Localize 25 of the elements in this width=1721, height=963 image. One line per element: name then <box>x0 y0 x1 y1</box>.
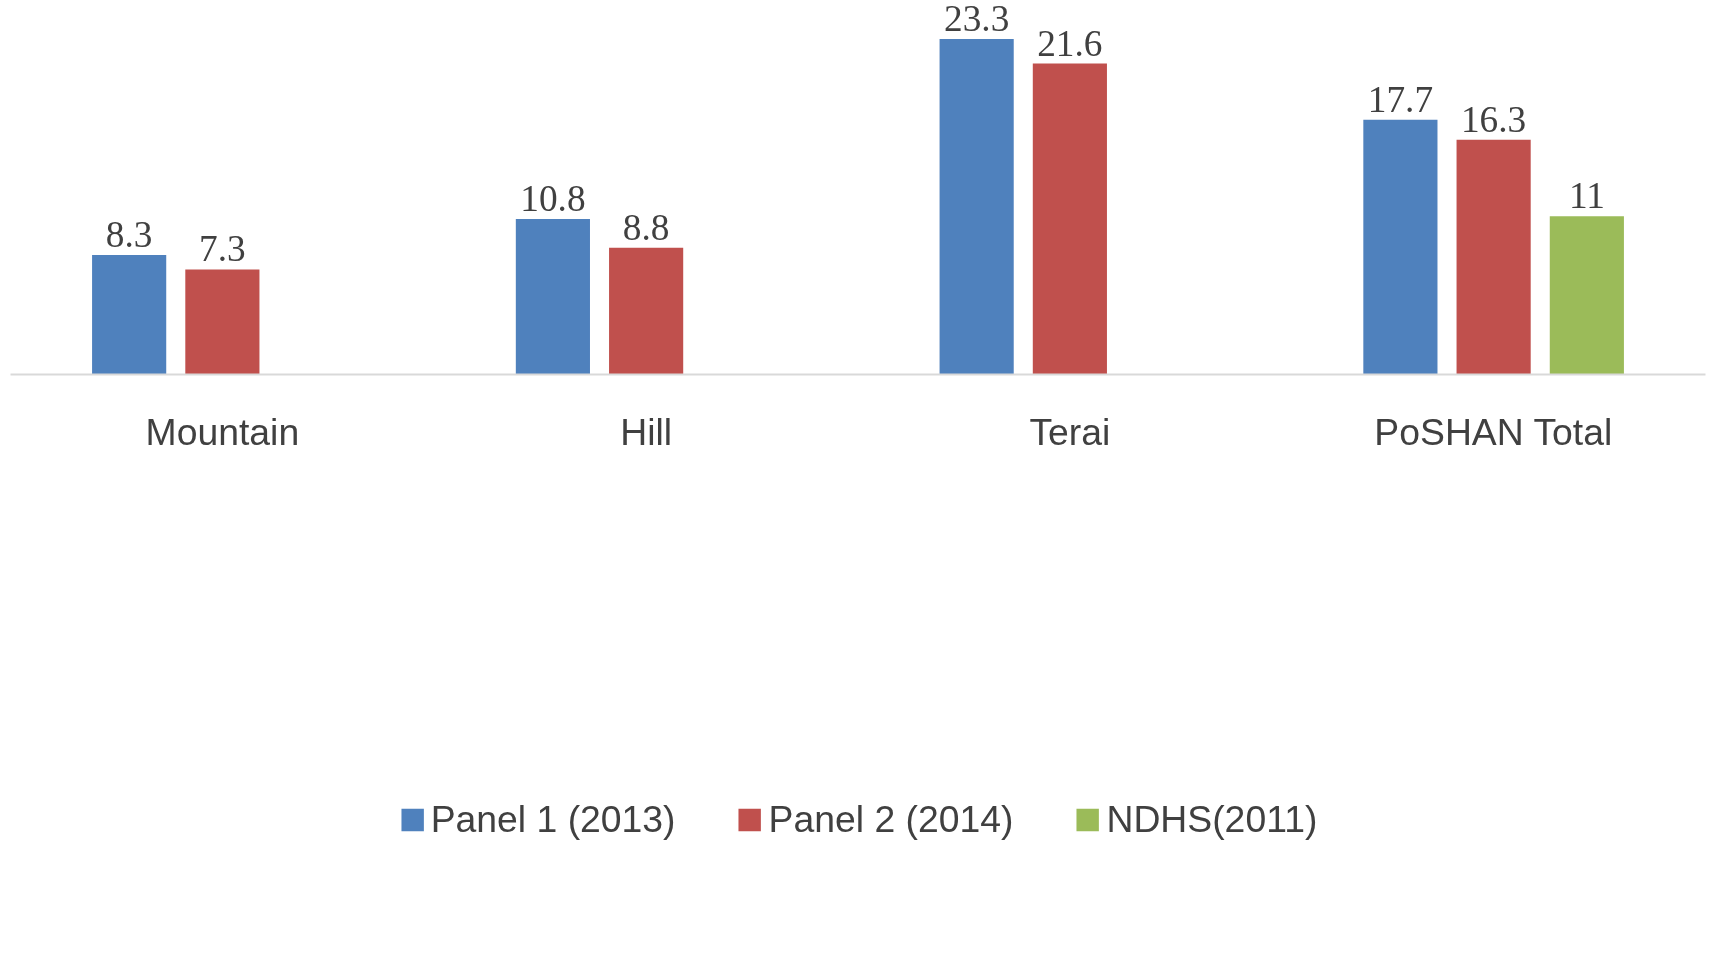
bar <box>609 247 684 375</box>
bar <box>185 269 260 375</box>
legend-label: Panel 1 (2013) <box>430 797 676 841</box>
legend-label: Panel 2 (2014) <box>768 797 1014 841</box>
bar <box>1032 63 1107 375</box>
bar <box>1549 216 1624 375</box>
bar <box>1363 119 1438 375</box>
data-label: 21.6 <box>1037 22 1103 64</box>
data-label: 7.3 <box>199 228 246 270</box>
x-tick-label: PoSHAN Total <box>1374 410 1613 453</box>
data-label: 8.8 <box>622 206 670 248</box>
bar <box>92 255 167 375</box>
data-label: 17.7 <box>1367 78 1434 120</box>
data-label: 16.3 <box>1460 98 1527 140</box>
data-label: 11 <box>1568 175 1605 217</box>
bar <box>515 219 590 375</box>
legend-label: NDHS(2011) <box>1106 797 1318 841</box>
data-label: 8.3 <box>105 214 153 255</box>
bar <box>1456 139 1531 375</box>
bar <box>939 39 1014 375</box>
x-tick-label: Terai <box>1029 410 1111 453</box>
data-label: 10.8 <box>520 178 586 220</box>
x-tick-label: Hill <box>620 410 673 453</box>
x-tick-label: Mountain <box>145 410 300 453</box>
data-label: 23.3 <box>943 0 1010 40</box>
